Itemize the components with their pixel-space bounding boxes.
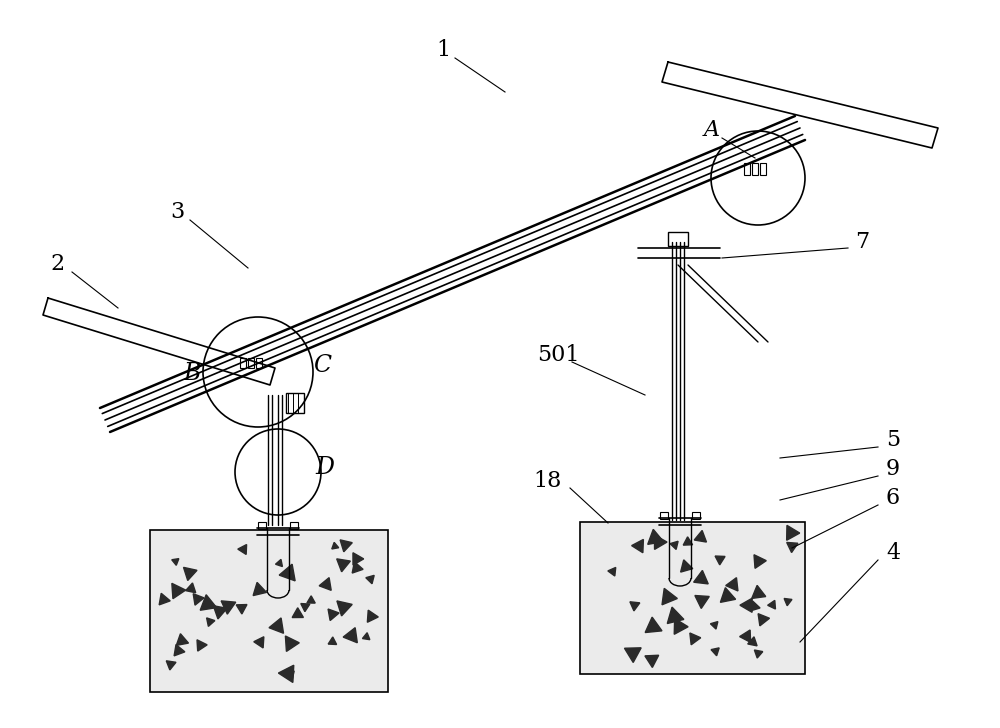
Text: 2: 2 [51,253,65,275]
Bar [692,512,700,519]
Bar [760,163,766,175]
Bar [290,522,298,529]
Text: 1: 1 [436,39,450,61]
Text: 3: 3 [170,201,184,223]
Bar [286,393,304,413]
Bar [744,163,750,175]
Bar [150,530,388,692]
Bar [580,522,805,674]
Bar [660,512,668,519]
Text: 7: 7 [855,231,869,253]
Text: 9: 9 [886,458,900,480]
Bar [248,358,254,368]
Text: 501: 501 [537,344,579,366]
Bar [256,358,262,368]
Bar [240,358,246,368]
Bar [258,522,266,529]
Text: 18: 18 [534,470,562,492]
Text: B: B [183,362,201,384]
Text: 5: 5 [886,429,900,451]
Text: D: D [316,456,334,480]
Text: 4: 4 [886,542,900,564]
Text: 6: 6 [886,487,900,509]
Bar [752,163,758,175]
Text: C: C [313,354,331,376]
Text: A: A [704,119,720,141]
Bar [668,232,688,246]
